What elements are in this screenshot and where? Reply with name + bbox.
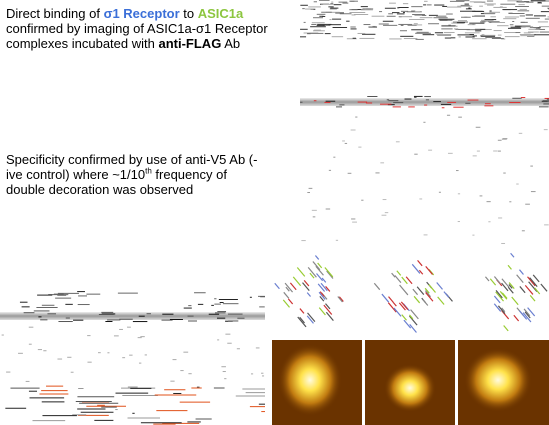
speckle	[290, 283, 296, 290]
speckle	[315, 255, 318, 259]
speckle	[303, 283, 310, 291]
speckle	[395, 275, 401, 282]
speckle	[423, 300, 428, 306]
speckle	[519, 270, 523, 275]
speckle	[394, 308, 401, 316]
speckle	[511, 253, 514, 257]
speckle	[374, 283, 379, 289]
speckle	[502, 279, 509, 288]
afm-particle	[464, 348, 532, 412]
speckle	[318, 284, 324, 292]
speckle	[426, 292, 433, 301]
speckle	[404, 320, 411, 328]
speckle	[514, 315, 519, 321]
particle-gallery	[471, 251, 549, 337]
speckle	[525, 285, 533, 294]
speckle	[410, 324, 417, 332]
speckle	[326, 312, 333, 320]
speckle	[418, 260, 423, 265]
speckle	[409, 316, 417, 325]
speckle	[293, 277, 300, 286]
speckle	[284, 292, 289, 298]
afm-images	[272, 340, 549, 425]
speckle	[429, 285, 436, 293]
speckle	[512, 297, 518, 305]
speckle	[444, 292, 449, 298]
speckle	[275, 283, 280, 289]
speckle	[520, 286, 525, 292]
speckle	[307, 293, 310, 297]
speckle	[397, 271, 401, 276]
speckle	[490, 279, 495, 285]
speckle	[400, 285, 408, 295]
speckle	[485, 277, 489, 281]
speckle	[313, 262, 320, 270]
speckle	[382, 294, 389, 302]
speckle	[426, 266, 433, 274]
speckle	[533, 275, 539, 282]
speckle	[298, 317, 306, 327]
speckle	[412, 264, 420, 273]
particle-gallery	[373, 251, 455, 334]
speckle	[392, 273, 395, 277]
speckle	[283, 300, 289, 307]
images	[0, 0, 549, 425]
speckle	[517, 275, 524, 283]
afm-particle	[384, 364, 436, 412]
speckle	[393, 302, 396, 306]
speckle	[389, 297, 394, 303]
speckle	[438, 297, 444, 305]
speckle	[325, 268, 333, 277]
speckle	[437, 282, 443, 289]
speckle	[508, 265, 511, 269]
speckle	[402, 315, 407, 321]
speckle	[288, 299, 292, 304]
speckle	[504, 325, 509, 330]
slide: Direct binding of σ1 Receptor to ASIC1a …	[0, 0, 549, 425]
speckle	[419, 270, 422, 274]
speckle	[417, 287, 424, 295]
speckle	[317, 274, 323, 281]
speckle	[327, 271, 333, 279]
speckle	[297, 268, 304, 277]
afm-particle	[278, 344, 342, 416]
particle-gallery	[272, 252, 355, 337]
speckle	[494, 296, 500, 303]
speckle	[494, 277, 500, 284]
speckle	[541, 284, 547, 291]
speckle	[319, 308, 325, 315]
speckle	[535, 288, 540, 294]
speckle	[413, 289, 418, 295]
speckle	[300, 309, 304, 314]
speckle	[414, 296, 420, 303]
speckle	[530, 295, 535, 301]
speckle	[508, 287, 513, 293]
